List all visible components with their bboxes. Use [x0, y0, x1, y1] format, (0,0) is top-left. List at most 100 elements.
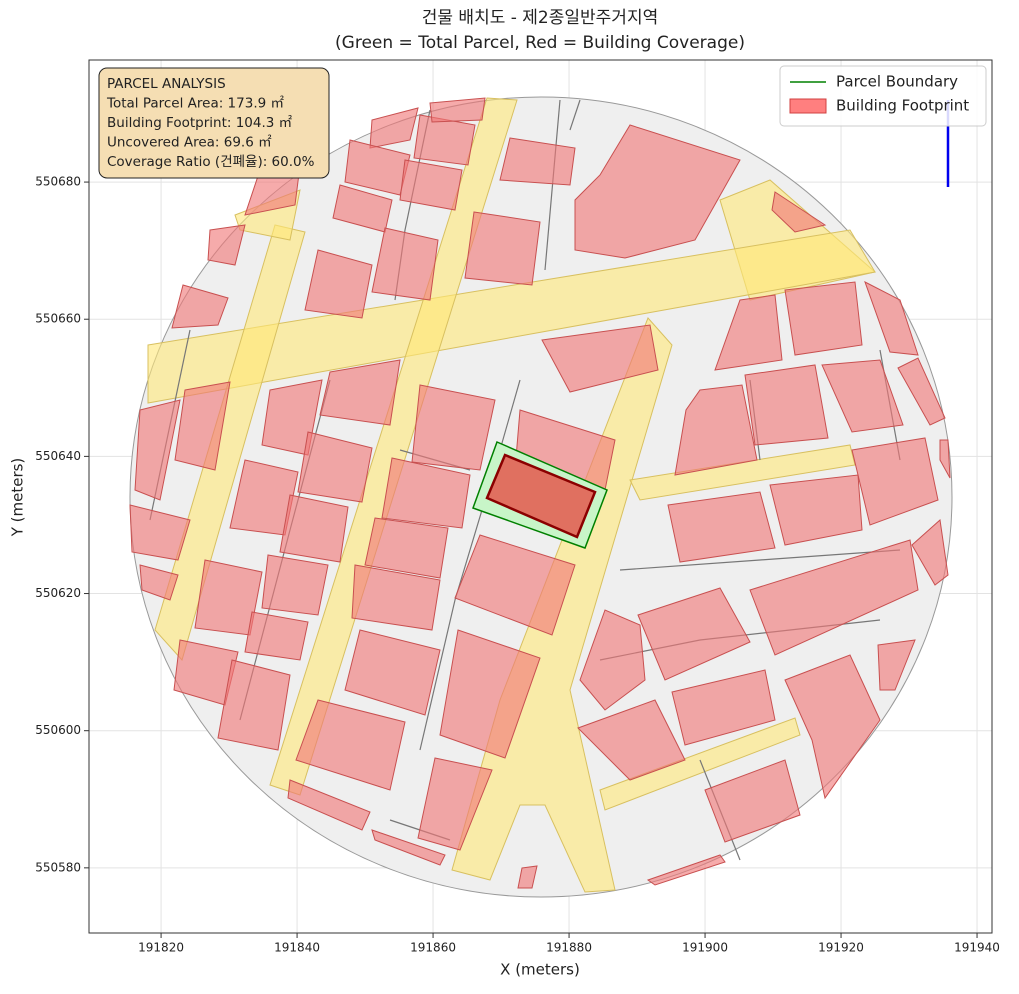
lot-line [619, 549, 901, 571]
building [577, 699, 686, 781]
x-tick-label: 191820 [138, 941, 184, 955]
building [939, 439, 951, 479]
building [784, 281, 863, 356]
x-axis-label: X (meters) [500, 961, 580, 979]
axes: 191820 191840 191860 191880 191900 191920 1919… [35, 175, 1000, 955]
x-tick-label: 191940 [954, 941, 1000, 955]
y-tick-label: 550680 [35, 175, 81, 189]
building [381, 457, 471, 529]
buildings [129, 97, 951, 889]
building [364, 517, 449, 579]
building [674, 384, 758, 476]
y-tick-label: 550640 [35, 449, 81, 463]
building [371, 829, 446, 866]
road [147, 229, 876, 404]
building [784, 654, 881, 800]
building [454, 534, 576, 636]
building [897, 357, 946, 426]
building [319, 359, 401, 426]
y-tick-label: 550600 [35, 723, 81, 737]
building [574, 124, 741, 259]
building [413, 114, 476, 166]
building [417, 757, 493, 851]
annotation-box [98, 67, 330, 179]
building [369, 107, 419, 149]
building [646, 854, 726, 886]
annotation-line: Total Parcel Area: 173.9 ㎡ [106, 96, 284, 112]
building [279, 494, 349, 563]
legend-swatch [789, 98, 827, 114]
y-tick-label: 550580 [35, 860, 81, 874]
legend: Parcel Boundary Building Footprint [789, 73, 969, 115]
lot-line [419, 379, 521, 751]
y-tick-label: 550620 [35, 586, 81, 600]
building [821, 359, 904, 433]
building [139, 564, 179, 601]
title-line: (Green = Total Parcel, Red = Building Co… [335, 33, 745, 53]
annotation-line: Building Footprint: 104.3 ㎡ [107, 115, 293, 131]
building [864, 280, 919, 356]
lot-line [569, 99, 581, 131]
annotation-line: PARCEL ANALYSIS [107, 76, 226, 92]
building [769, 474, 863, 546]
x-tick-label: 191880 [546, 941, 592, 955]
building [217, 659, 291, 751]
title: 건물 배치도 - 제2종일반주거지역 (Green = Total Parcel… [335, 8, 745, 53]
x-tick-label: 191900 [682, 941, 728, 955]
x-tick-label: 191920 [818, 941, 864, 955]
building [371, 227, 439, 301]
building [344, 629, 441, 716]
building [464, 211, 541, 286]
building [771, 191, 827, 233]
x-tick-label: 191860 [410, 941, 456, 955]
building [304, 249, 373, 319]
building [134, 399, 181, 501]
building [174, 381, 231, 471]
building [287, 779, 371, 831]
road [599, 717, 801, 811]
building [171, 284, 229, 329]
building [439, 629, 541, 759]
annotation: PARCEL ANALYSIS Total Parcel Area: 173.9 … [106, 76, 315, 170]
building [499, 137, 576, 186]
building [911, 519, 949, 586]
building [851, 437, 939, 526]
building [704, 759, 801, 843]
plot-frame [88, 59, 993, 934]
building [541, 324, 659, 393]
legend-label: Parcel Boundary [836, 73, 958, 91]
building [344, 139, 411, 196]
building [637, 587, 751, 681]
annotation-line: Uncovered Area: 69.6 ㎡ [107, 135, 272, 151]
road [629, 444, 856, 501]
building [129, 504, 191, 561]
building [517, 865, 538, 889]
building [297, 431, 373, 503]
target-building [485, 453, 597, 539]
title-line: 건물 배치도 - 제2종일반주거지역 [422, 8, 658, 28]
building [207, 224, 246, 266]
annotation-line: Coverage Ratio (건폐율): 60.0% [107, 154, 315, 170]
building [244, 611, 309, 661]
lot-line [544, 99, 561, 271]
building [579, 609, 646, 711]
building [744, 364, 829, 446]
building [399, 159, 463, 211]
building [411, 384, 496, 471]
x-tick-label: 191840 [274, 941, 320, 955]
building [749, 539, 919, 656]
building [351, 564, 441, 631]
legend-label: Building Footprint [836, 97, 969, 115]
y-axis-label: Y (meters) [9, 458, 27, 538]
map [129, 96, 953, 898]
building [261, 554, 329, 616]
y-tick-label: 550660 [35, 312, 81, 326]
building [877, 639, 916, 691]
building [295, 699, 406, 791]
legend-box [779, 65, 987, 127]
building [714, 294, 783, 371]
building [429, 97, 486, 123]
building [671, 669, 776, 746]
building [667, 491, 776, 563]
